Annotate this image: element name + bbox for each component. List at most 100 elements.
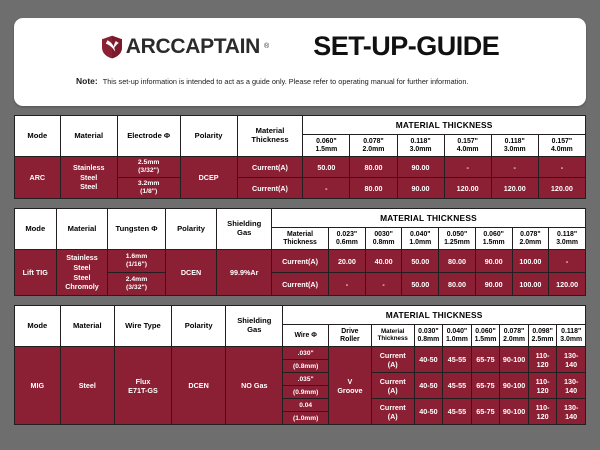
thickness-inch: 0.118" <box>561 327 582 335</box>
cell-value: 20.00 <box>328 249 366 273</box>
col-header-material-thickness: Material Thickness <box>236 115 304 157</box>
col-header-polarity: Polarity <box>170 305 227 347</box>
cell-value: - <box>490 156 539 178</box>
thickness-inch: 0.118" <box>504 137 525 145</box>
thickness-col-2: 0030" 0.8mm <box>364 227 403 250</box>
table-subheader-row: 0.060" 1.5mm 0.078" 2.0mm 0.118" 3.0mm 0… <box>15 134 587 157</box>
cell-value: 110-120 <box>527 346 558 373</box>
cell-value: 40.00 <box>364 249 403 273</box>
thickness-mm: 0.8mm <box>417 335 440 343</box>
thickness-col-1: 0.023" 0.6mm <box>328 227 366 250</box>
cell-value: 100.00 <box>511 249 550 273</box>
thickness-mm: 1.0mm <box>409 238 432 246</box>
cell-mode: ARC <box>14 156 61 199</box>
cell-value: 130-140 <box>556 346 586 373</box>
thickness-col-4: 0.050" 1.25mm <box>438 227 476 250</box>
thickness-col-2: 0.078" 2.0mm <box>349 134 398 157</box>
note-label: Note: <box>76 76 98 86</box>
wire-type-line1: Flux <box>135 376 151 386</box>
cell-wire-diameter-mm: (1.0mm) <box>282 411 329 425</box>
table-row: .035" Current (A) 40-50 45-55 65-75 90-1… <box>15 372 586 399</box>
cell-value: - <box>537 156 587 178</box>
thickness-col-1: 0.030" 0.8mm <box>413 324 444 347</box>
electrode-size: 2.5mm <box>137 158 160 166</box>
thickness-inch: 0.078" <box>363 137 384 145</box>
brand-name: ARCCAPTAIN <box>125 34 261 58</box>
thickness-col-5: 0.098" 2.5mm <box>527 324 558 347</box>
arc-table: Mode Material Electrode Φ Polarity Mater… <box>14 115 587 199</box>
cell-value: 80.00 <box>349 177 398 199</box>
shielding-gas-line2: Gas <box>237 228 252 237</box>
thickness-inch: 0.157" <box>457 137 478 145</box>
cell-mode: Lift TIG <box>14 249 57 296</box>
current-line1: Current <box>379 350 406 360</box>
cell-wire-diameter-mm: (0.8mm) <box>282 359 329 373</box>
table-header-row: Mode Material Electrode Φ Polarity Mater… <box>14 115 586 157</box>
material-line: Stainless <box>66 253 98 263</box>
col-header-shielding-gas: Shielding Gas <box>216 208 272 250</box>
thickness-inch: 0.060" <box>475 327 496 335</box>
thickness-mm: 3.0mm <box>503 145 526 153</box>
thickness-mm: 3.0mm <box>560 335 583 343</box>
cell-electrode: 3.2mm (1/8") <box>116 177 181 199</box>
header-card: ARCCAPTAIN ® SET-UP-GUIDE Note: This set… <box>14 18 586 106</box>
material-line: Steel <box>80 182 98 192</box>
thickness-inch: 0.040" <box>410 230 431 238</box>
cell-wire-diameter-mm: (0.9mm) <box>282 385 329 399</box>
electrode-fraction: (3/32") <box>138 167 160 174</box>
table-subheader-row: Material Thickness 0.023" 0.6mm 0030" 0.… <box>15 227 586 250</box>
col-header-tungsten: Tungsten Φ <box>107 208 166 250</box>
thickness-inch: 0.078" <box>520 230 541 238</box>
col-header-mode: Mode <box>14 115 61 157</box>
cell-value: 50.00 <box>302 156 351 178</box>
col-header-drive-roller: Drive Roller <box>328 324 372 347</box>
thickness-mm: 2.5mm <box>531 335 554 343</box>
table-row: ARC Stainless Steel Steel 2.5mm (3/32") … <box>14 156 587 199</box>
cell-value: 90.00 <box>396 177 445 199</box>
table-row: (1.0mm) <box>15 411 586 425</box>
cell-row-label: Current(A) <box>236 177 304 199</box>
cell-tungsten: 1.6mm (1/16") <box>107 249 166 273</box>
electrode-fraction: (1/8") <box>140 188 158 195</box>
cell-value: - <box>302 177 351 199</box>
cell-drive-roller: V Groove <box>328 346 372 425</box>
thickness-mm: 2.0mm <box>503 335 525 343</box>
note-text: This set-up information is intended to a… <box>102 77 469 86</box>
thickness-col-4: 0.078" 2.0mm <box>499 324 529 347</box>
thickness-col-3: 0.118" 3.0mm <box>396 134 445 157</box>
thickness-mm: 1.5mm <box>474 335 497 343</box>
table-header-row: Mode Material Tungsten Φ Polarity Shield… <box>14 208 587 250</box>
material-line: Steel <box>73 272 91 282</box>
drive-roller-line2: Roller <box>340 335 360 343</box>
tungsten-size: 1.6mm <box>125 252 148 260</box>
tungsten-fraction: (1/16") <box>126 261 147 268</box>
tungsten-fraction: (3/32") <box>126 284 147 291</box>
cell-value: 130-140 <box>556 398 586 425</box>
thickness-mm: 3.0mm <box>556 238 579 246</box>
drive-roller-line1: Drive <box>341 327 359 335</box>
thickness-mm: 4.0mm <box>550 145 573 153</box>
thickness-col-2: 0.040" 1.0mm <box>442 324 472 347</box>
cell-value: 120.00 <box>548 272 586 296</box>
cell-material: Steel <box>59 346 115 425</box>
cell-material: Stainless Steel Steel <box>59 156 118 199</box>
cell-value: - <box>364 272 403 296</box>
cell-row-label: Current (A) <box>370 372 415 399</box>
cell-value: 40-50 <box>413 372 444 399</box>
thickness-col-6: 0.118" 3.0mm <box>556 324 586 347</box>
brand-logo: ARCCAPTAIN ® <box>101 35 269 59</box>
cell-value: 40-50 <box>413 346 444 373</box>
cell-tungsten: 2.4mm (3/32") <box>107 272 166 296</box>
table-row: (0.9mm) <box>15 385 586 399</box>
material-line: Steel <box>73 262 91 272</box>
table-row: Lift TIG Stainless Steel Steel Chromoly … <box>14 249 586 296</box>
thickness-mm: 1.25mm <box>444 238 470 246</box>
cell-value: 65-75 <box>470 398 501 425</box>
cell-wire-type: Flux E71T-GS <box>113 346 173 425</box>
col-header-material-thickness-line2: Thickness <box>251 135 289 144</box>
mt-line1: Material <box>381 327 405 335</box>
table-row: MIG Steel Flux E71T-GS DCEN NO Gas .030"… <box>14 346 586 425</box>
group-header-material-thickness: MATERIAL THICKNESS <box>270 208 587 228</box>
col-header-material: Material <box>55 208 109 250</box>
